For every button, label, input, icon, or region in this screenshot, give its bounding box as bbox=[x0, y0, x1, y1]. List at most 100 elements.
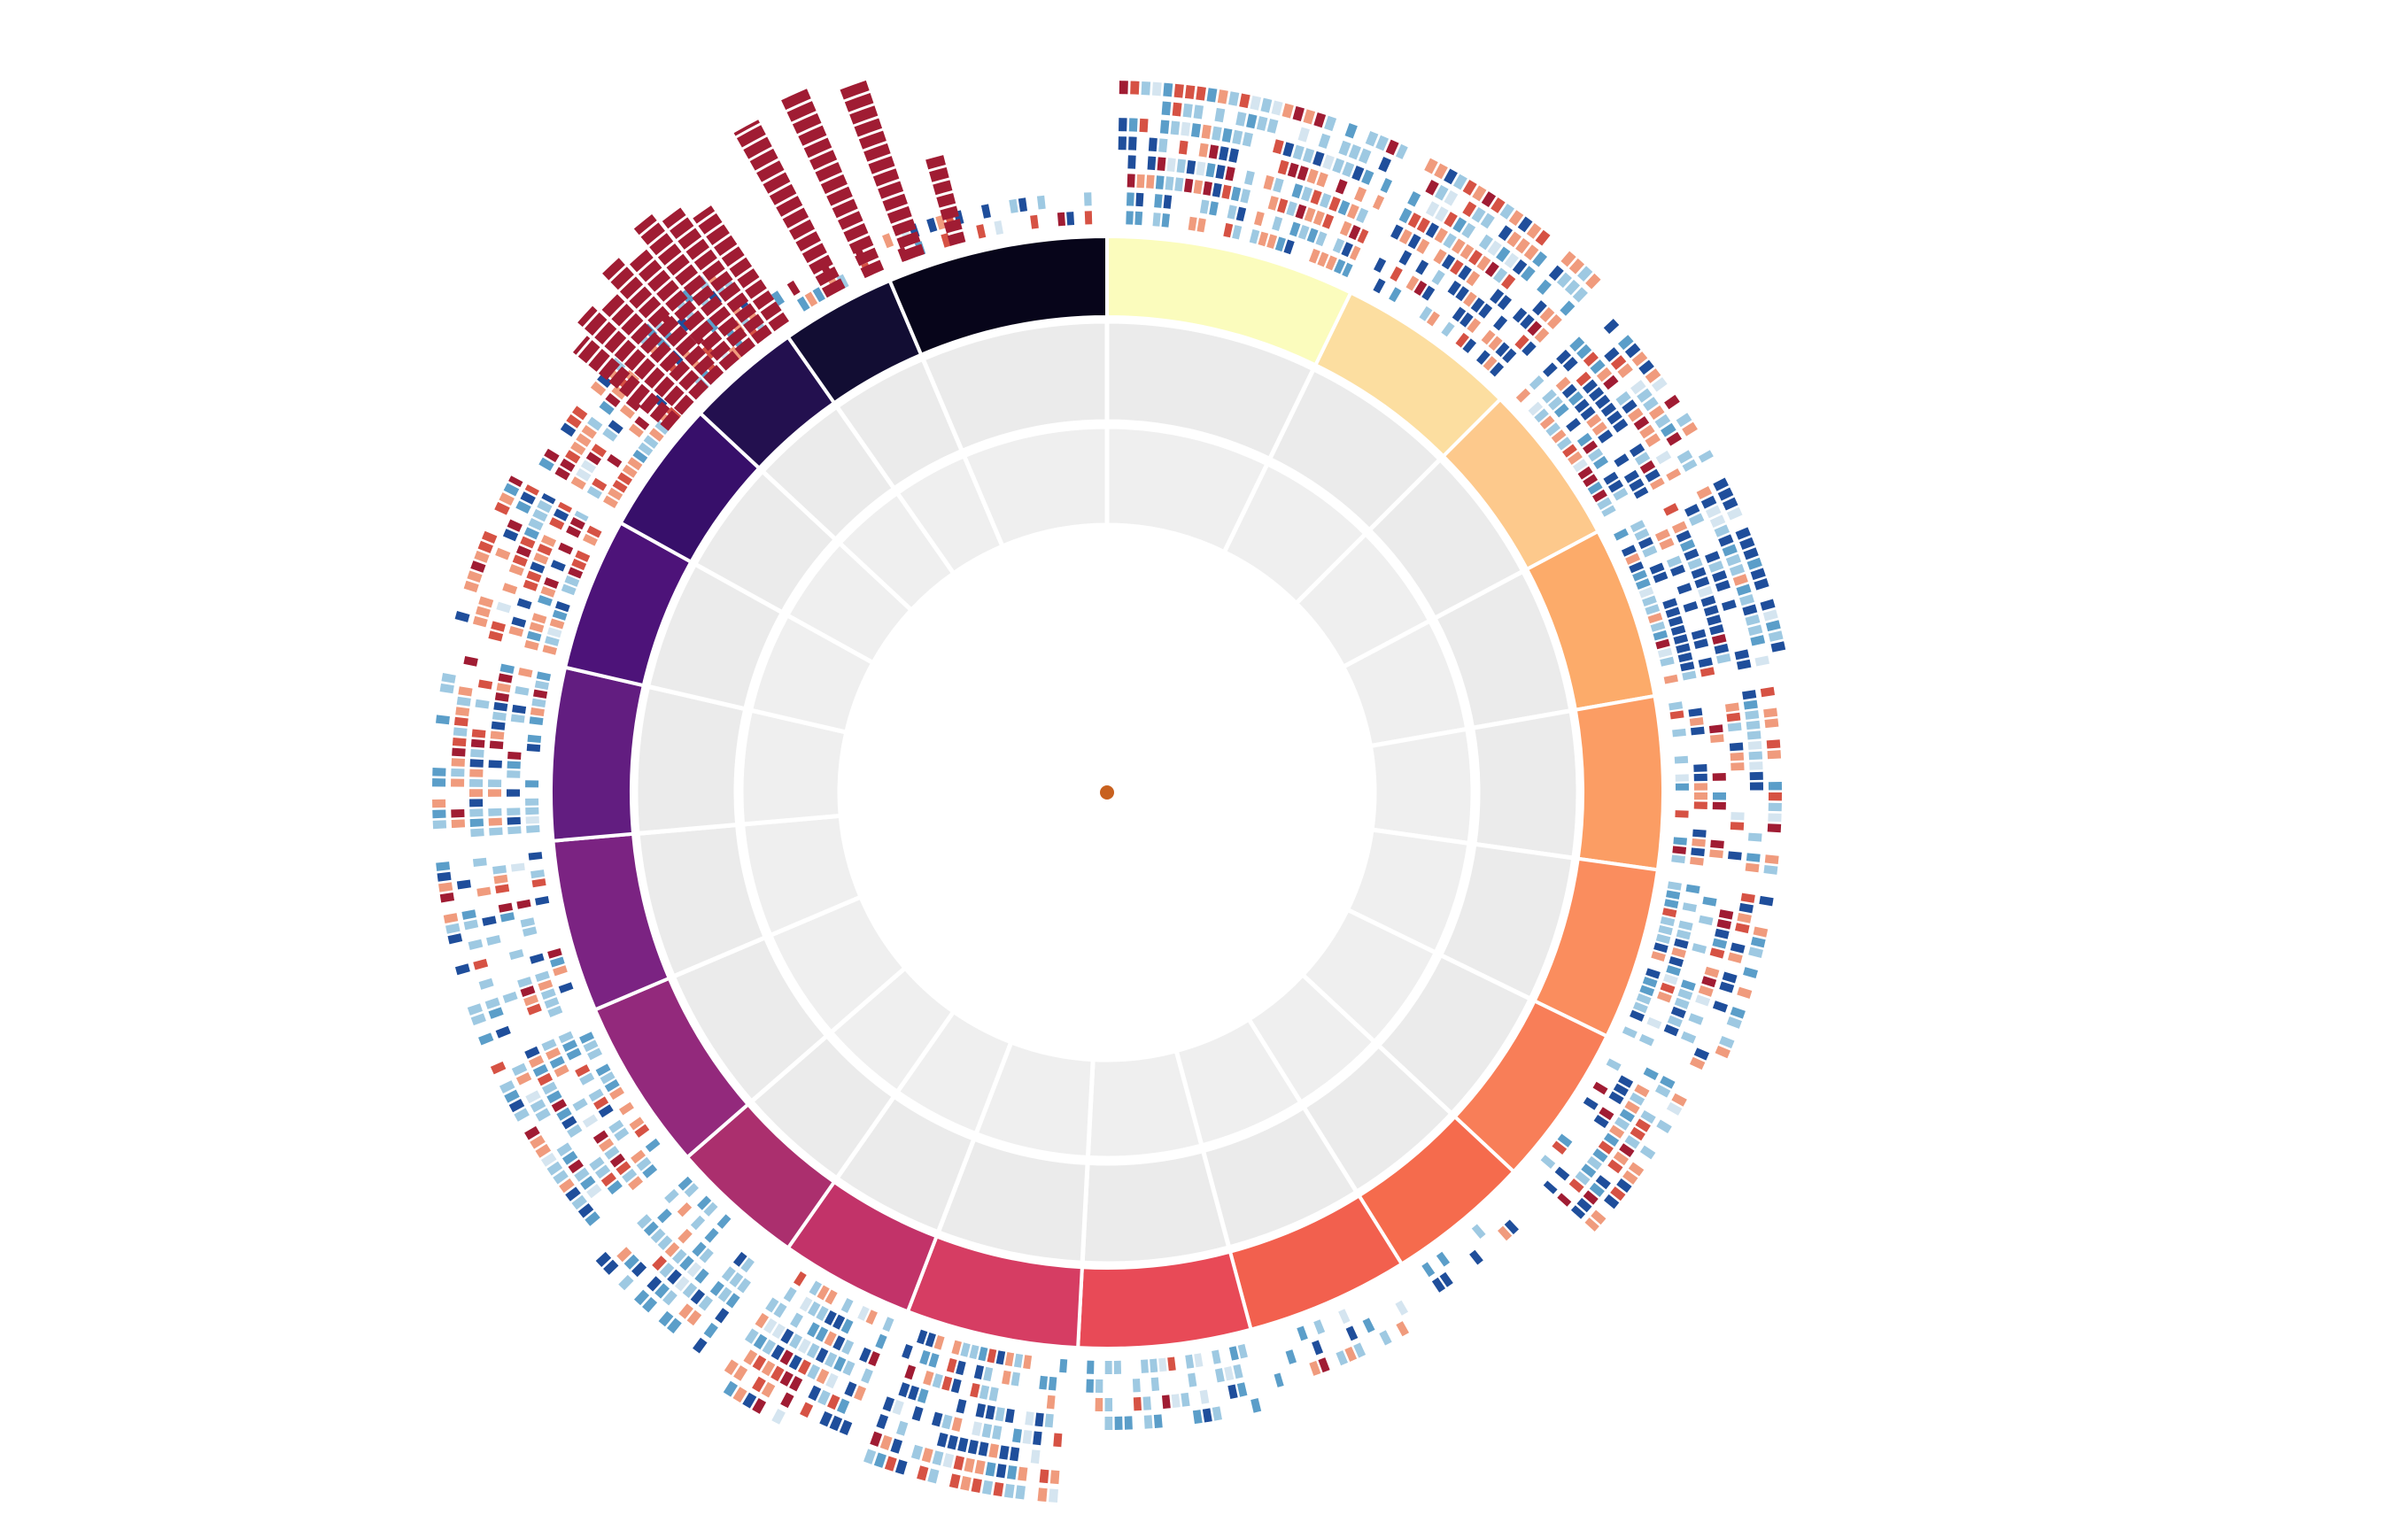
heatmap-cell bbox=[960, 1476, 972, 1491]
heatmap-cell bbox=[1161, 1395, 1171, 1410]
heatmap-cell bbox=[1670, 624, 1686, 636]
heatmap-cell bbox=[515, 500, 531, 514]
heatmap-cell bbox=[1666, 964, 1682, 977]
heatmap-cell bbox=[1561, 383, 1577, 398]
heatmap-cell bbox=[456, 696, 471, 707]
heatmap-cell bbox=[1452, 174, 1467, 190]
heatmap-cell bbox=[1764, 718, 1779, 729]
heatmap-cell bbox=[1730, 1006, 1746, 1019]
heatmap-cell bbox=[633, 1289, 650, 1306]
heatmap-cell bbox=[515, 1071, 532, 1086]
heatmap-cell bbox=[1282, 142, 1295, 158]
heatmap-cell bbox=[1263, 174, 1274, 190]
heatmap-cell bbox=[1425, 201, 1440, 217]
heatmap-cell bbox=[1066, 212, 1075, 226]
heatmap-cell bbox=[1267, 196, 1279, 211]
heatmap-cell bbox=[1193, 180, 1204, 195]
heatmap-cell bbox=[1435, 206, 1449, 222]
heatmap-cell bbox=[1616, 1178, 1632, 1194]
heatmap-cell bbox=[1202, 1408, 1212, 1423]
heatmap-cell bbox=[1534, 328, 1550, 344]
heatmap-cell bbox=[917, 1465, 929, 1481]
bar-cell bbox=[675, 264, 699, 286]
heatmap-cell bbox=[771, 1323, 786, 1340]
heatmap-cell bbox=[1552, 1140, 1568, 1155]
heatmap-cell bbox=[526, 744, 541, 753]
heatmap-cell bbox=[1749, 761, 1763, 770]
heatmap-cell bbox=[1224, 1366, 1235, 1381]
heatmap-cell bbox=[698, 1295, 714, 1311]
heatmap-cell bbox=[603, 495, 618, 508]
heatmap-cell bbox=[1745, 862, 1760, 873]
heatmap-cell bbox=[432, 778, 446, 787]
heatmap-cell bbox=[530, 869, 546, 879]
heatmap-cell bbox=[1557, 1193, 1572, 1207]
heatmap-cell bbox=[825, 1289, 838, 1305]
heatmap-cell bbox=[1662, 908, 1677, 918]
heatmap-cell bbox=[692, 1241, 707, 1257]
heatmap-cell bbox=[947, 1434, 958, 1450]
heatmap-cell bbox=[1490, 362, 1505, 377]
bar-cell bbox=[610, 267, 634, 290]
heatmap-cell bbox=[1502, 348, 1517, 364]
bar-cell bbox=[882, 193, 908, 212]
heatmap-cell bbox=[1497, 295, 1513, 311]
heatmap-cell bbox=[770, 290, 786, 306]
heatmap-cell bbox=[1601, 505, 1616, 517]
heatmap-cell bbox=[967, 1439, 979, 1455]
heatmap-cell bbox=[1548, 265, 1564, 282]
heatmap-cell bbox=[1749, 782, 1763, 791]
heatmap-cell bbox=[552, 609, 568, 621]
heatmap-cell bbox=[1520, 313, 1535, 329]
heatmap-cell bbox=[1470, 298, 1485, 313]
bar-cell bbox=[647, 269, 671, 292]
bar-cell bbox=[601, 294, 625, 318]
heatmap-cell bbox=[1766, 739, 1781, 749]
heatmap-cell bbox=[1630, 1126, 1645, 1141]
heatmap-cell bbox=[1523, 244, 1539, 260]
bar-cell bbox=[751, 324, 772, 344]
bar-cell bbox=[714, 235, 738, 257]
heatmap-cell bbox=[1622, 1026, 1638, 1039]
heatmap-cell bbox=[1136, 174, 1145, 189]
heatmap-cell bbox=[1555, 376, 1571, 391]
heatmap-cell bbox=[1661, 422, 1676, 437]
heatmap-cell bbox=[1753, 926, 1769, 938]
heatmap-cell bbox=[453, 716, 468, 727]
heatmap-cell bbox=[1373, 278, 1386, 294]
heatmap-cell bbox=[1150, 1358, 1158, 1373]
heatmap-cell bbox=[468, 939, 484, 951]
heatmap-cell bbox=[1732, 574, 1748, 586]
heatmap-cell bbox=[1344, 123, 1358, 139]
heatmap-cell bbox=[1009, 198, 1018, 213]
heatmap-cell bbox=[1163, 82, 1173, 97]
heatmap-cell bbox=[507, 761, 521, 769]
heatmap-cell bbox=[964, 1457, 975, 1473]
heatmap-cell bbox=[1233, 1364, 1243, 1379]
heatmap-cell bbox=[1463, 291, 1477, 307]
heatmap-cell bbox=[1566, 418, 1582, 432]
heatmap-cell bbox=[927, 1468, 940, 1484]
heatmap-cell bbox=[498, 673, 513, 684]
bar-cell bbox=[737, 268, 760, 289]
heatmap-cell bbox=[1656, 1119, 1672, 1133]
heatmap-cell bbox=[1044, 1413, 1054, 1428]
heatmap-cell bbox=[622, 464, 638, 478]
heatmap-cell bbox=[890, 1438, 903, 1454]
heatmap-cell bbox=[1532, 251, 1548, 267]
heatmap-cell bbox=[1151, 81, 1162, 97]
heatmap-cell bbox=[609, 1153, 625, 1168]
heatmap-cell bbox=[970, 1383, 980, 1398]
heatmap-cell bbox=[511, 616, 527, 628]
heatmap-cell bbox=[941, 1414, 953, 1430]
heatmap-cell bbox=[1576, 371, 1591, 387]
heatmap-cell bbox=[1746, 720, 1761, 730]
heatmap-cell bbox=[572, 1098, 588, 1112]
heatmap-cell bbox=[592, 1130, 608, 1144]
heatmap-cell bbox=[437, 871, 452, 882]
heatmap-cell bbox=[817, 1285, 830, 1301]
heatmap-cell bbox=[1724, 702, 1740, 713]
heatmap-cell bbox=[1600, 402, 1617, 417]
heatmap-cell bbox=[832, 1314, 846, 1330]
heatmap-cell bbox=[1649, 477, 1665, 491]
